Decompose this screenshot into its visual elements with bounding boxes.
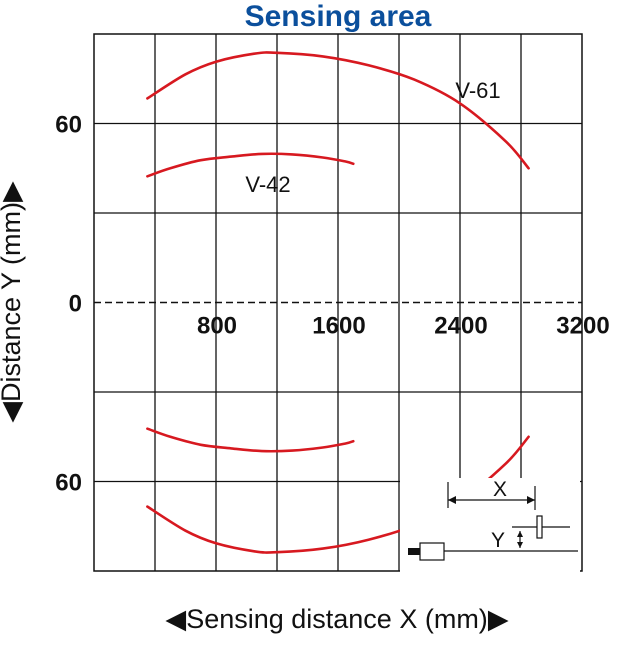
y-tick-label: 60 bbox=[55, 112, 82, 139]
inset-y-label: Y bbox=[491, 529, 505, 552]
plot-grid bbox=[93, 33, 583, 572]
inset-x-label: X bbox=[493, 478, 507, 501]
series-line-4 bbox=[146, 427, 355, 453]
x-axis-arrow-right-icon: ▶ bbox=[488, 604, 509, 634]
inset-x-arrow-left bbox=[448, 496, 456, 504]
y-axis-arrow-down-icon: ◀ bbox=[0, 402, 26, 423]
x-tick-label: 800 bbox=[197, 313, 237, 340]
x-axis-label-text: Sensing distance X (mm) bbox=[186, 604, 488, 634]
y-axis-label: ◀Distance Y (mm)▶ bbox=[0, 181, 26, 423]
series-line-2 bbox=[146, 152, 355, 178]
inset-sensor-cable bbox=[408, 548, 420, 555]
x-tick-label: 1600 bbox=[312, 313, 365, 340]
x-axis-label: ◀Sensing distance X (mm)▶ bbox=[165, 604, 508, 634]
series-labels: V-61 V-42 bbox=[245, 78, 500, 197]
y-axis-label-text: Distance Y (mm) bbox=[0, 202, 26, 402]
y-tick-label: 60 bbox=[55, 470, 82, 497]
x-tick-label: 3200 bbox=[556, 313, 609, 340]
series-line-1 bbox=[146, 51, 530, 170]
inset-target-plate bbox=[536, 515, 543, 539]
y-tick-label: 0 bbox=[69, 291, 82, 318]
series-label: V-42 bbox=[245, 172, 290, 197]
inset-x-arrow-right bbox=[527, 496, 535, 504]
chart-title: Sensing area bbox=[245, 0, 432, 33]
inset-y-arrow-up bbox=[517, 531, 523, 537]
y-axis-arrow-up-icon: ▶ bbox=[0, 181, 26, 202]
x-tick-label: 2400 bbox=[434, 313, 487, 340]
x-axis-arrow-left-icon: ◀ bbox=[165, 604, 186, 634]
tick-labels: 800 1600 2400 3200 60 0 60 bbox=[55, 112, 609, 497]
series-label: V-61 bbox=[455, 78, 500, 103]
inset-sensor-body bbox=[419, 542, 445, 561]
sensor-diagram-inset: X Y bbox=[400, 478, 580, 574]
inset-y-arrow-down bbox=[517, 542, 523, 548]
